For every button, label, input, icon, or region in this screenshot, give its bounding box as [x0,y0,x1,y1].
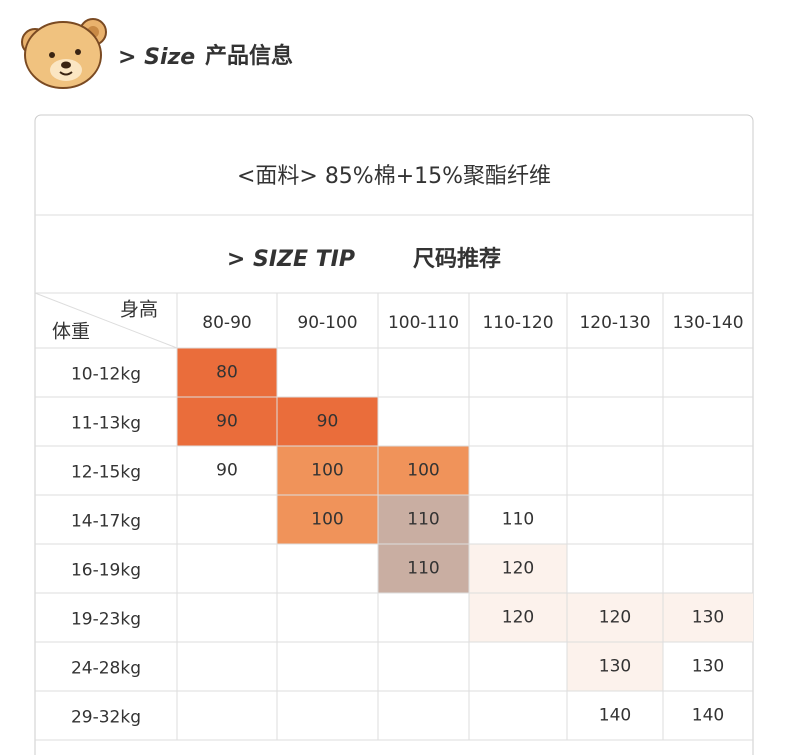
cell-value: 100 [311,510,343,530]
header-subtitle: 产品信息 [205,43,293,69]
cell-bg [378,495,469,544]
tip-subtitle: 尺码推荐 [413,246,501,272]
row-label: 29-32kg [71,708,141,728]
cell-bg [177,397,277,446]
table-frame [34,114,754,755]
row-label: 24-28kg [71,659,141,679]
corner-bottom: 体重 [52,321,90,343]
corner-top: 身高 [120,299,158,321]
cell-value: 100 [311,461,343,481]
row-label: 12-15kg [71,463,141,483]
tip-title: > SIZE TIP [227,247,355,272]
cell-value: 110 [407,559,439,579]
row-label: 10-12kg [71,365,141,385]
cell-value: 140 [692,706,724,726]
cell-bg [469,544,567,593]
column-header: 80-90 [202,313,251,333]
row-label: 19-23kg [71,610,141,630]
column-header: 120-130 [579,313,650,333]
row-label: 16-19kg [71,561,141,581]
header-title: > Size [118,45,195,70]
cell-bg [378,544,469,593]
cell-value: 130 [599,657,631,677]
column-header: 100-110 [388,313,459,333]
cell-value: 120 [599,608,631,628]
corner-diagonal [34,292,178,349]
cell-value: 90 [317,412,339,432]
cell-value: 120 [502,559,534,579]
cell-value: 130 [692,657,724,677]
column-header: 110-120 [482,313,553,333]
cell-value: 110 [502,510,534,530]
cell-bg [277,397,378,446]
row-label: 11-13kg [71,414,141,434]
cell-bg [378,446,469,495]
column-header: 130-140 [672,313,743,333]
cell-value: 100 [407,461,439,481]
cell-value: 130 [692,608,724,628]
cell-value: 120 [502,608,534,628]
cell-bg [567,642,663,691]
cell-bg [177,348,277,397]
cell-bg [469,593,567,642]
cell-bg [277,446,378,495]
cell-bg [567,593,663,642]
cell-value: 90 [216,412,238,432]
row-label: 14-17kg [71,512,141,532]
fabric-text: <面料> 85%棉+15%聚酯纤维 [237,164,551,189]
cell-value: 140 [599,706,631,726]
column-header: 90-100 [297,313,357,333]
bear-icon [21,18,107,89]
cell-value: 110 [407,510,439,530]
cell-bg [277,495,378,544]
cell-bg [663,593,753,642]
cell-value: 90 [216,461,238,481]
cell-value: 80 [216,363,238,383]
